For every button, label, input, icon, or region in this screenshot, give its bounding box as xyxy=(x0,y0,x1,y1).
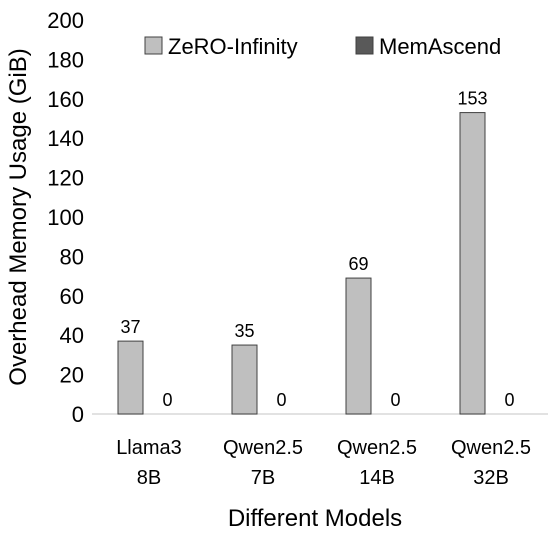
y-tick-label: 60 xyxy=(60,284,84,309)
data-label: 69 xyxy=(348,254,368,274)
y-tick-label: 100 xyxy=(47,205,84,230)
bar-zero-infinity xyxy=(117,340,144,415)
data-label: 35 xyxy=(234,321,254,341)
y-tick-label: 20 xyxy=(60,363,84,388)
x-tick-label: 32B xyxy=(473,467,509,489)
legend-label: ZeRO-Infinity xyxy=(168,34,298,59)
bars xyxy=(117,112,486,415)
x-tick-label: Llama3 xyxy=(116,437,182,459)
data-label: 37 xyxy=(120,317,140,337)
data-label: 0 xyxy=(390,390,400,410)
legend: ZeRO-Infinity MemAscend xyxy=(144,34,501,59)
bar-zero-infinity xyxy=(459,112,486,415)
y-axis-title: Overhead Memory Usage (GiB) xyxy=(5,48,32,385)
legend-swatch xyxy=(144,36,163,55)
x-axis-title: Different Models xyxy=(228,505,402,532)
y-tick-label: 140 xyxy=(47,126,84,151)
y-tick-label: 40 xyxy=(60,323,84,348)
data-label: 0 xyxy=(162,390,172,410)
x-tick-label: 14B xyxy=(359,467,395,489)
bar-zero-infinity xyxy=(231,344,258,415)
x-tick-label: 8B xyxy=(137,467,161,489)
y-tick-label: 120 xyxy=(47,166,84,191)
y-tick-label: 0 xyxy=(72,402,84,427)
y-tick-label: 80 xyxy=(60,244,84,269)
x-tick-label: Qwen2.5 xyxy=(451,437,531,459)
data-label: 0 xyxy=(276,390,286,410)
x-axis-categories: Llama3 8B Qwen2.5 7B Qwen2.5 14B Qwen2.5 32B xyxy=(116,437,531,489)
y-axis-ticks: 0 20 40 60 80 100 120 140 160 180 200 xyxy=(47,8,84,427)
y-tick-label: 160 xyxy=(47,87,84,112)
legend-swatch xyxy=(355,36,374,55)
y-tick-label: 180 xyxy=(47,47,84,72)
data-label: 0 xyxy=(504,390,514,410)
legend-label: MemAscend xyxy=(379,34,501,59)
data-labels: 37 0 35 0 69 0 153 0 xyxy=(120,89,514,410)
x-tick-label: Qwen2.5 xyxy=(223,437,303,459)
x-tick-label: 7B xyxy=(251,467,275,489)
data-label: 153 xyxy=(457,89,487,109)
y-tick-label: 200 xyxy=(47,8,84,33)
x-tick-label: Qwen2.5 xyxy=(337,437,417,459)
bar-zero-infinity xyxy=(345,277,372,415)
